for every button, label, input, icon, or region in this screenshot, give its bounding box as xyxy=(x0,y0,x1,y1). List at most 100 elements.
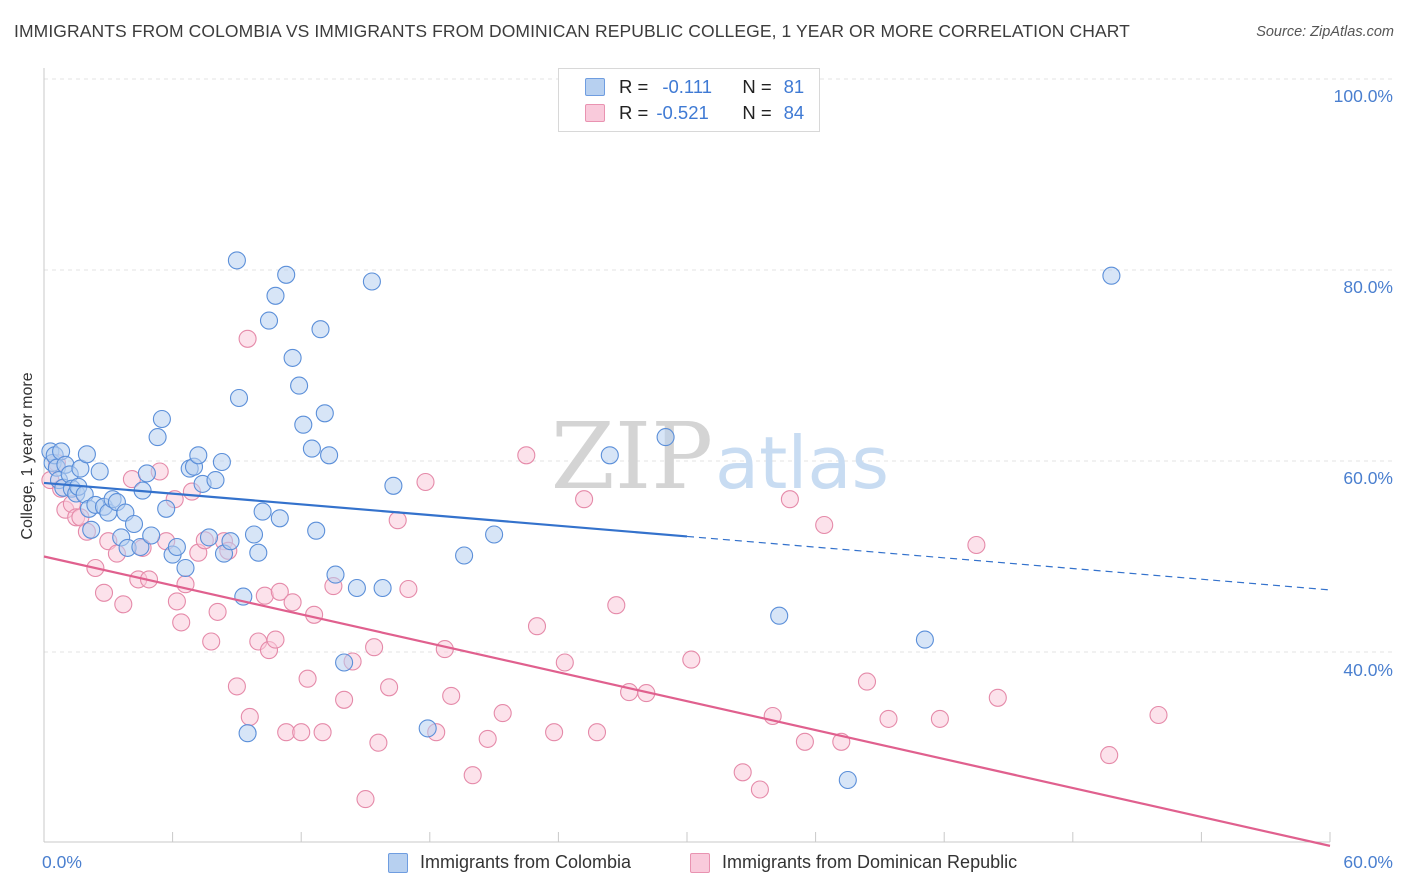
colombia-point xyxy=(373,578,392,598)
colombia-point xyxy=(656,428,675,447)
dominican-point xyxy=(795,732,814,751)
dominican-point xyxy=(266,630,285,649)
dominican-point xyxy=(380,678,399,697)
dominican-point xyxy=(750,780,769,799)
colombia-point xyxy=(259,311,279,330)
colombia-point xyxy=(157,499,176,518)
legend-r-value: -0.521 xyxy=(656,102,709,123)
colombia-point xyxy=(294,415,313,434)
dominican-point xyxy=(255,586,274,605)
dominican-point xyxy=(988,688,1007,707)
dominican-point xyxy=(815,515,834,535)
colombia-point xyxy=(238,724,257,743)
dominican-point xyxy=(442,686,461,705)
colombia-point xyxy=(90,462,109,481)
dominican-point xyxy=(240,707,259,726)
bottom-legend-colombia: Immigrants from Colombia xyxy=(388,852,631,873)
colombia-point xyxy=(347,578,366,598)
colombia-point xyxy=(229,388,249,408)
colombia-point xyxy=(915,630,934,649)
dominican-point xyxy=(733,763,752,782)
dominican-point xyxy=(545,723,564,742)
colombia-point xyxy=(418,719,437,738)
dominican-point xyxy=(463,766,482,785)
legend-r-label: R = xyxy=(619,76,649,97)
y-axis-label: College, 1 year or more xyxy=(19,372,36,540)
colombia-point xyxy=(770,606,789,625)
y-tick-label: 80.0% xyxy=(1343,277,1393,297)
dominican-point xyxy=(172,613,191,632)
dominican-point xyxy=(587,723,607,742)
legend-n-label: N = xyxy=(742,76,772,97)
dominican-point xyxy=(202,632,221,651)
source-credit: Source: ZipAtlas.com xyxy=(1256,24,1394,40)
colombia-point xyxy=(455,546,474,565)
legend-row-colombia: R = -0.111 N = 81 xyxy=(585,74,804,100)
dominican-point xyxy=(270,582,289,601)
dominican-point xyxy=(399,579,418,599)
colombia-point xyxy=(221,532,240,551)
colombia-point xyxy=(600,446,619,465)
colombia-point xyxy=(485,525,504,544)
dominican-point xyxy=(967,535,986,555)
dominican-point xyxy=(416,472,435,492)
colombia-point xyxy=(320,446,339,465)
dominican-point xyxy=(227,677,246,696)
dominican-point xyxy=(879,709,898,728)
colombia-point xyxy=(384,476,403,495)
colombia-point xyxy=(152,409,171,429)
dominican-point xyxy=(682,650,701,669)
dominican-point xyxy=(298,669,317,688)
series-dominican-points xyxy=(41,329,1168,809)
colombia-point xyxy=(283,348,302,367)
colombia-point xyxy=(311,320,330,339)
colombia-point xyxy=(315,404,334,423)
dominican-point xyxy=(356,790,375,809)
bottom-legend-label: Immigrants from Dominican Republic xyxy=(722,852,1018,872)
dominican-point xyxy=(167,592,186,611)
colombia-point xyxy=(227,251,246,270)
dominican-trend-line xyxy=(43,555,1331,847)
dominican-point xyxy=(1149,705,1168,725)
dominican-point xyxy=(555,653,574,672)
colombia-point xyxy=(82,520,101,539)
dominican-point xyxy=(607,596,626,615)
dominican-point xyxy=(857,672,877,691)
colombia-point xyxy=(253,502,272,521)
trend-lines xyxy=(43,481,1331,847)
colombia-point xyxy=(277,265,296,284)
dominican-point xyxy=(292,723,311,742)
legend-n-value: 81 xyxy=(783,76,805,97)
legend-swatch-pink xyxy=(585,104,605,122)
colombia-point xyxy=(199,528,219,547)
dominican-point xyxy=(335,690,354,709)
dominican-point xyxy=(238,329,257,348)
bottom-legend-swatch-blue xyxy=(388,852,408,873)
colombia-point xyxy=(137,464,156,483)
watermark: ZIP atlas xyxy=(551,403,889,510)
colombia-point xyxy=(206,471,225,490)
watermark-zip: ZIP xyxy=(551,403,713,510)
dominican-point xyxy=(305,605,324,624)
colombia-point xyxy=(212,452,231,472)
chart-title: IMMIGRANTS FROM COLOMBIA VS IMMIGRANTS F… xyxy=(14,21,1130,41)
watermark-atlas: atlas xyxy=(715,421,889,505)
colombia-point xyxy=(189,446,208,465)
colombia-trend-line xyxy=(43,481,688,538)
colombia-point xyxy=(302,439,321,458)
dominican-point xyxy=(1100,746,1119,765)
legend-swatch-blue xyxy=(585,78,605,96)
bottom-legend-swatch-pink xyxy=(690,852,710,873)
legend-n-label: N = xyxy=(742,102,772,123)
x-axis-min-label: 0.0% xyxy=(42,852,82,872)
bottom-legend-label: Immigrants from Colombia xyxy=(420,852,632,872)
colombia-point xyxy=(244,525,264,544)
dominican-point xyxy=(780,490,799,509)
dominican-point xyxy=(930,709,949,728)
colombia-point xyxy=(176,558,195,578)
colombia-point xyxy=(307,521,326,540)
legend-row-dominican: R = -0.521 N = 84 xyxy=(585,100,804,126)
dominican-point xyxy=(208,602,227,621)
bottom-legend-dominican: Immigrants from Dominican Republic xyxy=(690,852,1017,873)
